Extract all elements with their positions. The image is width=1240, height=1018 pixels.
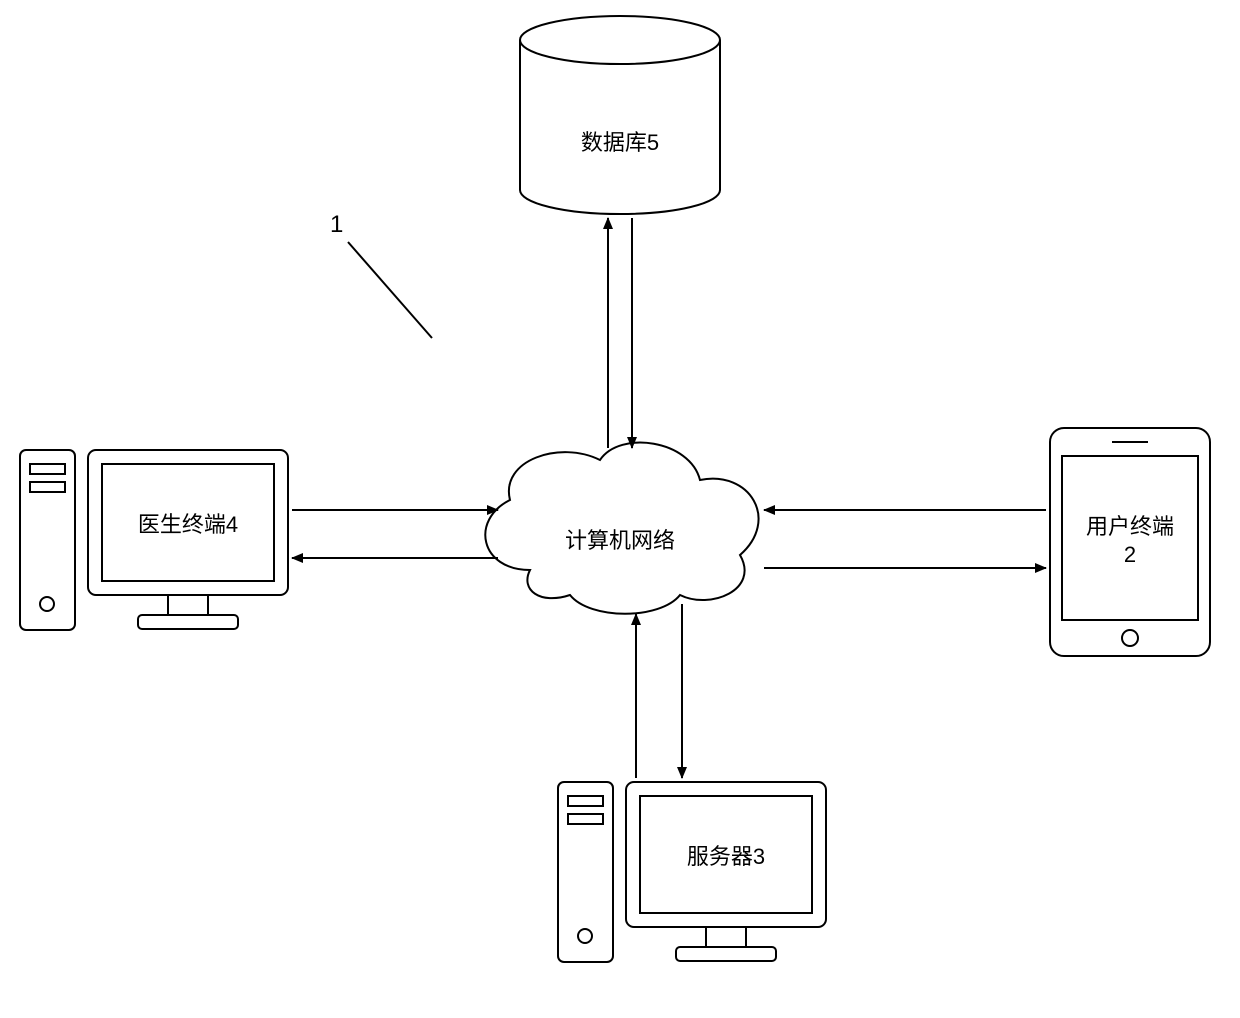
cloud-label: 计算机网络: [565, 528, 675, 553]
edge-center-server: [636, 604, 682, 778]
edge-center-user: [764, 510, 1046, 568]
reference-label: 1: [330, 211, 343, 238]
network-diagram: 计算机网络 数据库5 医生终端4 用户终端 2: [0, 0, 1240, 1018]
doctor-terminal-label: 医生终端4: [138, 512, 238, 537]
user-terminal-node: 用户终端 2: [1050, 428, 1210, 656]
reference-marker: 1: [330, 211, 432, 338]
user-terminal-label-1: 用户终端: [1086, 514, 1174, 539]
edge-center-doctor: [292, 510, 498, 558]
doctor-terminal-node: 医生终端4: [20, 450, 288, 630]
database-node: 数据库5: [520, 16, 720, 214]
server-label: 服务器3: [687, 844, 765, 869]
database-label: 数据库5: [581, 130, 659, 155]
server-node: 服务器3: [558, 782, 826, 962]
edge-center-database: [608, 218, 632, 448]
cloud-network: 计算机网络: [485, 443, 758, 614]
user-terminal-label-2: 2: [1124, 542, 1136, 567]
